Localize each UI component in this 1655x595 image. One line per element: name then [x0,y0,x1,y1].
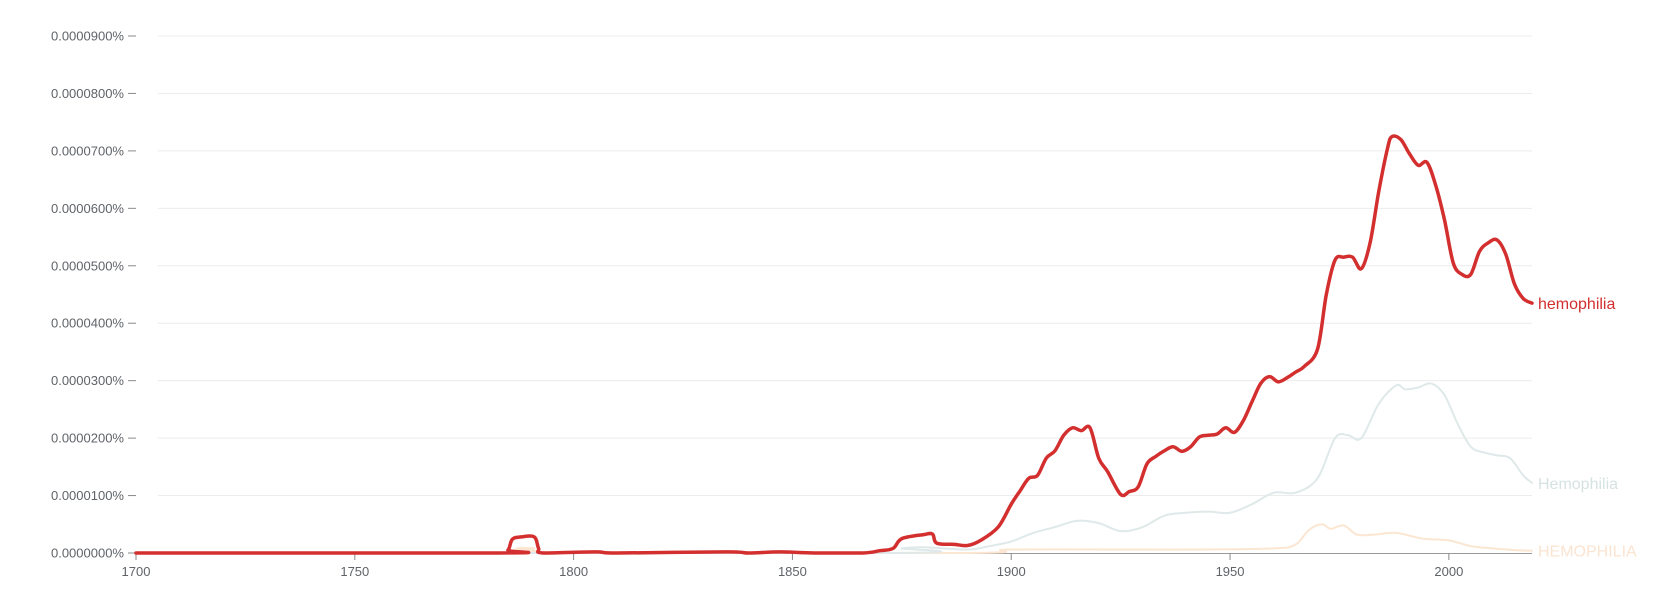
series-lines [134,134,1534,555]
y-tick-label: 0.0000100% [51,488,124,503]
x-axis: 1700 1750 1800 1850 1900 1950 2000 [122,553,1532,579]
x-tick-label: 2000 [1434,564,1463,579]
series-line-hemophilia-2[interactable] [135,523,1533,555]
series-line-hemophilia-1[interactable] [135,382,1533,555]
series-label-2[interactable]: HEMOPHILIA [1538,544,1637,561]
y-tick-label: 0.0000000% [51,546,124,561]
y-tick-label: 0.0000400% [51,316,124,331]
x-tick-label: 1850 [778,564,807,579]
y-axis: 0.0000000% 0.0000100% 0.0000200% 0.0000300%… [51,29,136,561]
grid-lines [158,35,1532,497]
x-tick-label: 1800 [559,564,588,579]
y-tick-label: 0.0000300% [51,373,124,388]
series-label-0[interactable]: hemophilia [1538,296,1615,313]
y-tick-label: 0.0000800% [51,86,124,101]
x-tick-label: 1900 [997,564,1026,579]
x-tick-label: 1700 [122,564,151,579]
y-tick-label: 0.0000600% [51,201,124,216]
y-tick-label: 0.0000500% [51,258,124,273]
series-labels: hemophilia Hemophilia HEMOPHILIA [1538,296,1637,561]
series-line-hemophilia-0[interactable] [134,134,1534,555]
y-tick-label: 0.0000900% [51,29,124,44]
series-label-1[interactable]: Hemophilia [1538,476,1618,493]
x-tick-label: 1750 [340,564,369,579]
x-tick-label: 1950 [1216,564,1245,579]
y-tick-label: 0.0000200% [51,431,124,446]
y-tick-label: 0.0000700% [51,143,124,158]
